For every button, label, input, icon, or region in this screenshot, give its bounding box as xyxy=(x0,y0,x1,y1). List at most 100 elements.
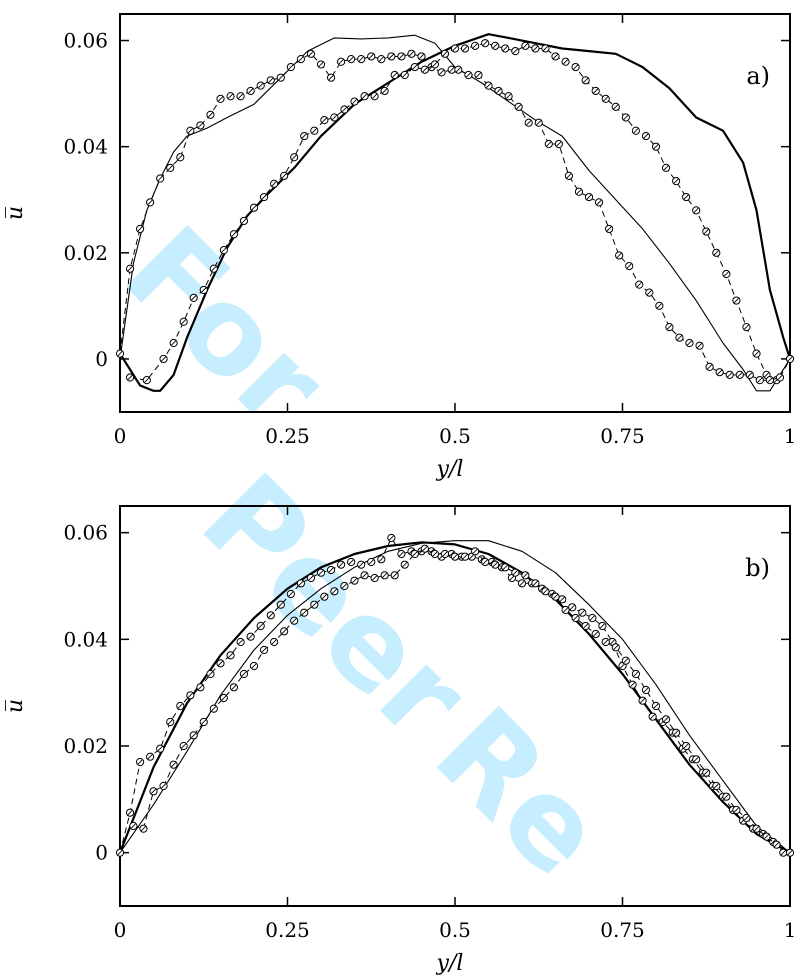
data-point-mark xyxy=(683,194,689,200)
data-point-mark xyxy=(683,743,689,749)
data-point-mark xyxy=(737,372,743,378)
data-point-mark xyxy=(777,374,783,381)
data-point-mark xyxy=(144,377,150,383)
data-point-mark xyxy=(757,377,763,383)
data-point-mark xyxy=(576,189,582,195)
data-point-mark xyxy=(258,83,264,89)
data-point-mark xyxy=(593,88,599,94)
series-line-thick xyxy=(118,541,791,854)
x-tick-label: 0.5 xyxy=(439,424,471,448)
data-point-mark xyxy=(666,324,672,330)
data-point-mark xyxy=(338,562,344,568)
data-point-mark xyxy=(519,580,525,586)
data-point-mark xyxy=(697,343,703,349)
data-point-mark xyxy=(288,591,294,597)
data-point-mark xyxy=(402,562,408,568)
data-point-mark xyxy=(278,75,284,81)
data-point-mark xyxy=(211,266,217,272)
data-point-mark xyxy=(717,369,723,375)
data-point-mark xyxy=(127,266,133,272)
data-point-mark xyxy=(281,628,287,634)
data-point-mark xyxy=(207,671,213,677)
data-point-mark xyxy=(479,556,485,562)
data-point-mark xyxy=(351,578,358,584)
data-point-mark xyxy=(723,271,729,277)
data-point-mark xyxy=(147,754,153,760)
data-point-mark xyxy=(492,562,498,568)
data-point-mark xyxy=(301,610,307,616)
data-point-mark xyxy=(248,88,254,94)
data-point-mark xyxy=(686,340,693,346)
data-point-mark xyxy=(780,850,786,856)
data-point-mark xyxy=(378,56,384,62)
y-axis-label: u̅ xyxy=(3,699,28,713)
data-point-mark xyxy=(496,88,502,94)
data-point-mark xyxy=(181,319,187,325)
data-point-mark xyxy=(733,298,739,304)
data-point-mark xyxy=(161,356,167,362)
data-point-mark xyxy=(392,572,398,578)
data-point-mark xyxy=(147,199,153,205)
x-tick-label: 0.25 xyxy=(265,424,310,448)
data-point-mark xyxy=(573,615,579,621)
data-point-mark xyxy=(646,290,652,296)
data-point-mark xyxy=(764,834,770,840)
data-point-mark xyxy=(157,746,163,752)
panel-label: b) xyxy=(745,554,770,582)
data-point-mark xyxy=(422,67,428,73)
data-point-mark xyxy=(328,567,334,573)
data-point-mark xyxy=(707,364,713,370)
data-point-mark xyxy=(563,607,569,613)
data-point-mark xyxy=(197,684,203,690)
data-point-mark xyxy=(261,647,267,653)
data-point-mark xyxy=(338,59,344,65)
data-point-mark xyxy=(452,554,458,560)
data-point-mark xyxy=(311,602,317,608)
y-tick-label: 0.06 xyxy=(63,521,108,545)
data-point-mark xyxy=(723,794,729,800)
data-point-mark xyxy=(348,559,354,565)
data-point-mark xyxy=(281,173,287,179)
data-point-mark xyxy=(422,546,428,552)
data-point-mark xyxy=(388,53,394,59)
y-tick-label: 0.04 xyxy=(63,135,108,159)
data-point-mark xyxy=(308,51,314,57)
data-point-mark xyxy=(368,53,374,59)
data-point-mark xyxy=(475,72,481,78)
data-point-mark xyxy=(633,128,639,134)
data-point-mark xyxy=(770,839,776,845)
data-point-mark xyxy=(583,77,589,83)
data-point-mark xyxy=(432,551,438,557)
data-point-mark xyxy=(288,64,294,70)
data-point-mark xyxy=(362,572,368,578)
data-point-mark xyxy=(398,551,404,557)
panel-b: 0 0.25 0.5 0.75 1 0 0.02 0.04 0.06 y/l u̅ b) xyxy=(3,505,795,976)
x-tick-label: 0 xyxy=(114,918,127,942)
data-point-mark xyxy=(522,572,528,578)
data-point-mark xyxy=(787,850,793,856)
data-point-mark xyxy=(747,372,753,378)
data-point-mark xyxy=(767,377,773,383)
data-point-mark xyxy=(241,671,247,677)
data-point-mark xyxy=(298,56,304,62)
data-point-mark xyxy=(171,340,177,346)
data-point-mark xyxy=(472,43,478,49)
data-point-mark xyxy=(127,810,133,816)
watermark-text-2: Peer xyxy=(175,449,492,766)
data-point-mark xyxy=(643,133,649,139)
data-point-mark xyxy=(673,730,679,736)
data-point-mark xyxy=(676,335,682,341)
data-point-mark xyxy=(599,623,605,629)
data-point-mark xyxy=(321,594,327,600)
data-point-mark xyxy=(231,684,237,690)
x-tick-label: 1 xyxy=(784,918,795,942)
data-point-mark xyxy=(465,72,471,78)
data-point-mark xyxy=(321,117,327,123)
data-point-mark xyxy=(261,194,267,200)
watermark-text-1: For xyxy=(97,201,350,454)
data-point-mark xyxy=(609,639,615,645)
data-point-mark xyxy=(549,591,555,597)
series-line-thin xyxy=(119,34,791,392)
data-point-mark xyxy=(161,783,167,789)
